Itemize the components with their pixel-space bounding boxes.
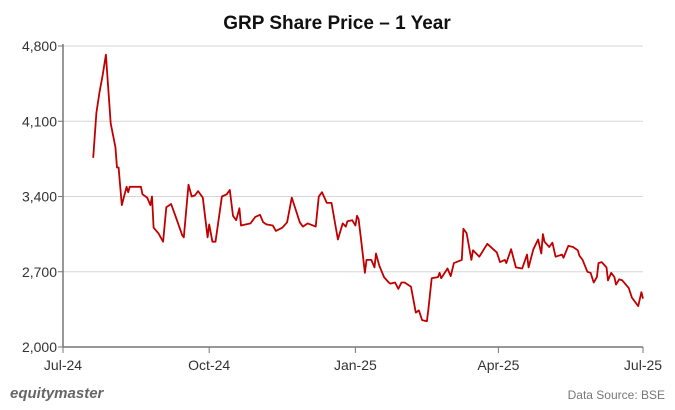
y-tick-label: 2,000 [22, 339, 57, 355]
x-tick-label: Jan-25 [334, 357, 377, 373]
chart-title: GRP Share Price – 1 Year [223, 13, 451, 34]
data-source: Data Source: BSE [567, 388, 665, 402]
x-axis: Jul-24 Oct-24 Jan-25 Apr-25 Jul-25 [44, 346, 662, 373]
x-tick-label: Jul-25 [624, 357, 662, 373]
y-tick-label: 3,400 [22, 189, 57, 205]
price-line [92, 53, 644, 323]
equitymaster-logo: equitymaster [10, 385, 104, 402]
gridlines [63, 45, 643, 273]
x-tick-label: Oct-24 [188, 357, 230, 373]
x-tick-label: Jul-24 [44, 357, 82, 373]
y-tick-label: 4,800 [22, 38, 57, 54]
y-tick-label: 4,100 [22, 113, 57, 129]
y-axis: 2,000 2,700 3,400 4,100 4,800 [22, 38, 64, 355]
price-series [92, 53, 644, 323]
x-tick-label: Apr-25 [477, 357, 519, 373]
y-tick-label: 2,700 [22, 264, 57, 280]
